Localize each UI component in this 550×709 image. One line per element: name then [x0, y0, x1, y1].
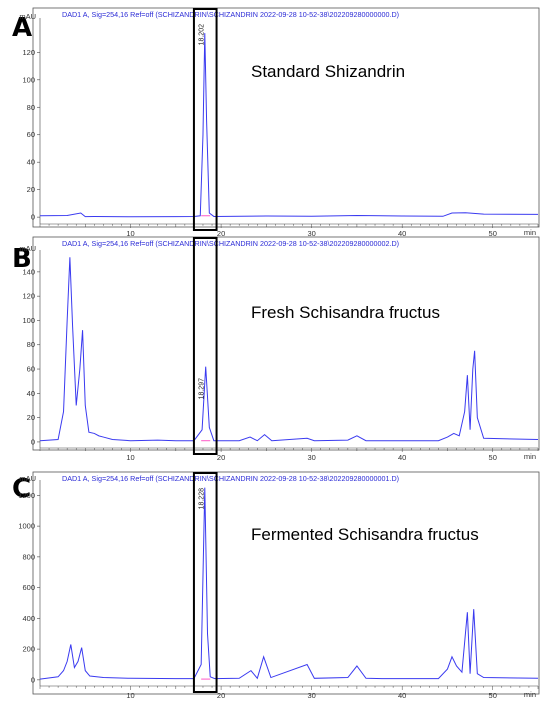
y-axis-unit: mAU: [19, 12, 36, 21]
y-tick-label: 200: [22, 645, 35, 654]
signal-header: DAD1 A, Sig=254,16 Ref=off (SCHIZANDRIN\…: [62, 10, 399, 19]
x-tick-label: 10: [126, 453, 134, 462]
x-tick-label: 20: [217, 229, 225, 238]
panel-frame: [32, 7, 540, 228]
peak-retention-label: 18.297: [199, 378, 206, 400]
x-axis-unit: min: [524, 690, 536, 699]
x-tick-label: 10: [126, 691, 134, 700]
y-tick-label: 60: [27, 365, 35, 374]
panel-letter: C: [12, 474, 31, 504]
x-tick-label: 10: [126, 229, 134, 238]
panel-letter: A: [12, 13, 32, 43]
panel-letter: B: [12, 244, 32, 274]
chromatogram-trace: [39, 33, 539, 218]
panel-frame: [32, 236, 540, 451]
x-tick-label: 30: [307, 691, 315, 700]
y-tick-label: 400: [22, 614, 35, 623]
y-tick-label: 0: [31, 213, 35, 222]
peak-retention-label: 18.228: [199, 488, 206, 510]
y-tick-label: 80: [27, 103, 35, 112]
x-axis-unit: min: [524, 228, 536, 237]
y-tick-label: 20: [27, 413, 35, 422]
y-tick-label: 800: [22, 552, 35, 561]
x-tick-label: 50: [489, 691, 497, 700]
panel-frame: [32, 471, 540, 695]
y-tick-label: 60: [27, 130, 35, 139]
y-tick-label: 120: [22, 48, 35, 57]
y-tick-label: 120: [22, 292, 35, 301]
x-axis-unit: min: [524, 452, 536, 461]
y-tick-label: 600: [22, 583, 35, 592]
y-tick-label: 100: [22, 316, 35, 325]
peak-highlight-box: [192, 237, 218, 455]
x-tick-label: 50: [489, 453, 497, 462]
chromatogram-trace: [39, 487, 539, 680]
x-tick-label: 20: [217, 691, 225, 700]
y-tick-label: 0: [31, 675, 35, 684]
y-tick-label: 80: [27, 340, 35, 349]
y-tick-label: 100: [22, 75, 35, 84]
y-tick-label: 20: [27, 185, 35, 194]
x-tick-label: 40: [398, 229, 406, 238]
y-tick-label: 40: [27, 158, 35, 167]
y-tick-label: 1000: [18, 522, 35, 531]
sample-annotation: Fresh Schisandra fructus: [251, 303, 440, 322]
x-tick-label: 20: [217, 453, 225, 462]
x-tick-label: 40: [398, 453, 406, 462]
y-tick-label: 1200: [18, 491, 35, 500]
y-tick-label: 140: [22, 267, 35, 276]
sample-annotation: Standard Shizandrin: [251, 62, 405, 81]
y-axis-unit: mAU: [19, 474, 36, 483]
peak-highlight-box: [192, 8, 218, 231]
x-tick-label: 50: [489, 229, 497, 238]
signal-header: DAD1 A, Sig=254,16 Ref=off (SCHIZANDRIN\…: [62, 474, 399, 483]
peak-retention-label: 18.202: [199, 24, 206, 46]
x-tick-label: 40: [398, 691, 406, 700]
x-tick-label: 30: [307, 453, 315, 462]
x-tick-label: 30: [307, 229, 315, 238]
y-tick-label: 0: [31, 437, 35, 446]
y-tick-label: 40: [27, 389, 35, 398]
signal-header: DAD1 A, Sig=254,16 Ref=off (SCHIZANDRIN\…: [62, 239, 399, 248]
chromatogram-trace: [39, 257, 539, 442]
sample-annotation: Fermented Schisandra fructus: [251, 525, 479, 544]
peak-highlight-box: [192, 472, 218, 693]
y-axis-unit: mAU: [19, 244, 36, 253]
